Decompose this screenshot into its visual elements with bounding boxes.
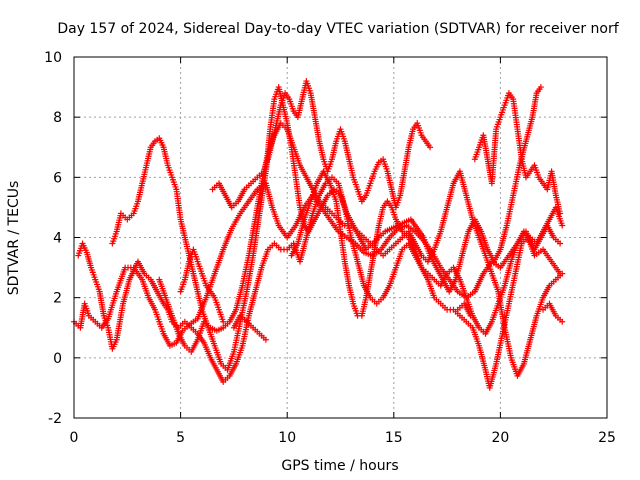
data-point-1-523 bbox=[557, 240, 564, 247]
data-point-7-78 bbox=[467, 312, 474, 319]
data-point-7-18 bbox=[262, 336, 269, 343]
x-tick-label: 5 bbox=[176, 430, 185, 446]
y-tick-label: 10 bbox=[44, 50, 62, 66]
y-tick-label: 0 bbox=[53, 351, 62, 367]
y-tick-label: 2 bbox=[53, 291, 62, 307]
chart-title: Day 157 of 2024, Sidereal Day-to-day VTE… bbox=[57, 21, 619, 37]
y-tick-label: 8 bbox=[53, 110, 62, 126]
x-tick-label: 15 bbox=[385, 430, 403, 446]
data-point-3-422 bbox=[559, 270, 566, 277]
data-point-6-152 bbox=[557, 210, 564, 217]
x-tick-label: 0 bbox=[70, 430, 79, 446]
y-axis-label: SDTVAR / TECUs bbox=[6, 181, 22, 296]
x-tick-label: 10 bbox=[278, 430, 296, 446]
data-point-5-315 bbox=[559, 222, 566, 229]
y-tick-label: -2 bbox=[48, 411, 62, 427]
x-tick-label: 20 bbox=[491, 430, 509, 446]
y-tick-label: 4 bbox=[53, 231, 62, 247]
data-point-2-584 bbox=[537, 84, 544, 91]
data-point-7-68 bbox=[220, 318, 227, 325]
axis-ticks: 0 5 10 15 20 25 -2 0 2 4 6 8 10 bbox=[44, 50, 616, 446]
x-tick-label: 25 bbox=[598, 430, 616, 446]
data-point-4-272 bbox=[427, 144, 434, 151]
y-tick-label: 6 bbox=[53, 170, 62, 186]
data-point-7-91 bbox=[559, 318, 566, 325]
x-axis-label: GPS time / hours bbox=[281, 458, 398, 474]
data-series bbox=[71, 78, 566, 391]
